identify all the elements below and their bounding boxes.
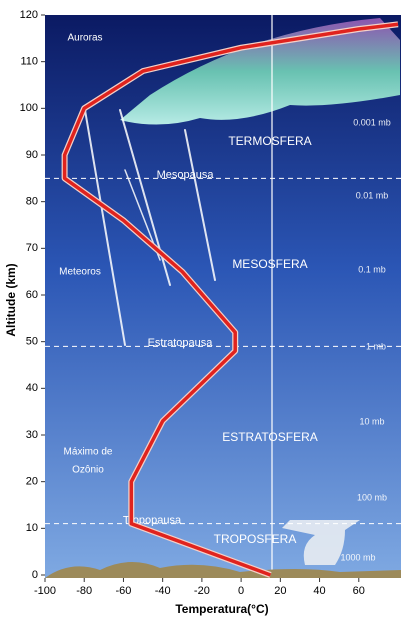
x-tick-label: 0 bbox=[238, 585, 244, 597]
x-tick-label: 60 bbox=[353, 585, 365, 597]
annotation: Ozônio bbox=[72, 465, 104, 476]
pressure-label: 0.01 mb bbox=[356, 190, 389, 200]
x-tick-label: 40 bbox=[313, 585, 325, 597]
y-tick-label: 70 bbox=[26, 242, 38, 254]
y-axis-title: Altitude (km) bbox=[4, 263, 18, 336]
x-axis-title: Temperatura(°C) bbox=[175, 602, 268, 616]
y-tick-label: 10 bbox=[26, 522, 38, 534]
pressure-label: 0.1 mb bbox=[358, 264, 386, 274]
y-tick-label: 0 bbox=[32, 569, 38, 581]
chart: Altitude (km) Temperatura(°C) 0 10 20 30 40 5… bbox=[0, 0, 401, 622]
y-tick-label: 40 bbox=[26, 382, 38, 394]
y-tick-label: 20 bbox=[26, 476, 38, 488]
annotation: Auroras bbox=[67, 33, 102, 44]
y-tick-label: 60 bbox=[26, 289, 38, 301]
layer-label: TROPOSFERA bbox=[214, 532, 297, 546]
layer-label: TERMOSFERA bbox=[228, 134, 311, 148]
y-tick-label: 90 bbox=[26, 149, 38, 161]
layer-label: MESOSFERA bbox=[232, 257, 307, 271]
y-tick-label: 110 bbox=[20, 56, 38, 68]
y-tick-label: 30 bbox=[26, 429, 38, 441]
x-tick-label: -80 bbox=[76, 585, 92, 597]
pressure-label: 1 mb bbox=[366, 341, 386, 351]
pressure-label: 0.001 mb bbox=[353, 117, 391, 127]
pressure-label: 10 mb bbox=[359, 416, 384, 426]
boundary-label: Estratopausa bbox=[148, 337, 214, 349]
x-tick-label: -100 bbox=[34, 585, 56, 597]
x-tick-label: -40 bbox=[155, 585, 171, 597]
pressure-label: 100 mb bbox=[357, 492, 387, 502]
annotation: Máximo de bbox=[64, 447, 113, 458]
x-tick-label: -60 bbox=[115, 585, 131, 597]
y-tick-label: 120 bbox=[20, 9, 38, 21]
y-tick-label: 80 bbox=[26, 196, 38, 208]
x-tick-label: -20 bbox=[194, 585, 210, 597]
boundary-label: Mesopausa bbox=[157, 169, 215, 181]
layer-label: ESTRATOSFERA bbox=[222, 430, 318, 444]
y-tick-label: 50 bbox=[26, 336, 38, 348]
pressure-label: 1000 mb bbox=[340, 552, 375, 562]
x-tick-label: 20 bbox=[274, 585, 286, 597]
y-tick-label: 100 bbox=[20, 102, 38, 114]
annotation: Meteoros bbox=[59, 267, 101, 278]
